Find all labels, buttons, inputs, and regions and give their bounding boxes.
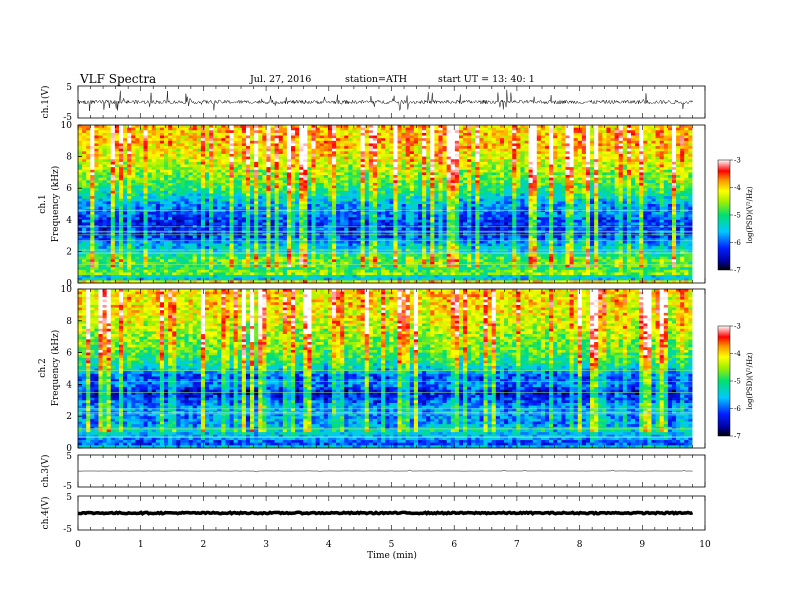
- ch2-spec-ytick: 8: [66, 317, 72, 327]
- ch3-ylabel: ch.3(V): [40, 455, 51, 488]
- ch1-spectrogram-image: [78, 125, 705, 284]
- ch4-waveform-trace: [77, 510, 694, 516]
- ch4-ytick-top: 5: [66, 493, 72, 503]
- ch2-colorbar-tick: -6: [734, 405, 741, 413]
- ch2-colorbar-tick: -5: [734, 378, 741, 386]
- ch1-colorbar-gradient: [717, 159, 731, 271]
- ch2-colorbar: -3 -4 -5 -6 -7 log(PSD)(V²/Hz): [717, 323, 754, 441]
- ch3-ytick-top: 5: [66, 452, 72, 462]
- ch1-spec-ylabel-line2: Frequency (kHz): [50, 166, 61, 243]
- ch4-ytick-bottom: -5: [63, 525, 72, 535]
- ch1-waveform-panel: 5 -5 ch.1(V): [40, 83, 706, 123]
- ch1-spec-ytick: 4: [66, 216, 72, 226]
- ch1-colorbar-tick: -4: [734, 184, 741, 192]
- ch1-colorbar-label: log(PSD)(V²/Hz): [746, 186, 754, 243]
- ch3-waveform-panel: 5 -5 ch.3(V): [40, 452, 706, 492]
- ch1-spectrogram-panel: 0 2 4 6 8 10 ch.1 Frequency (kHz): [38, 121, 706, 289]
- time-ticks: [77, 86, 706, 530]
- start-time-label: start UT = 13: 40: 1: [438, 74, 535, 85]
- ch2-colorbar-tick: -7: [734, 433, 741, 441]
- ch2-spec-ytick: 0: [66, 444, 72, 454]
- ch1-spec-ytick: 8: [66, 153, 72, 163]
- ch3-waveform-trace: [77, 469, 693, 473]
- x-tick-labels: 0 1 2 3 4 5 6 7 8 9 10: [75, 540, 711, 550]
- x-tick-label: 0: [75, 540, 81, 550]
- ch2-spec-ylabel-line1: ch.2: [38, 358, 48, 377]
- x-axis-label: Time (min): [367, 550, 417, 561]
- ch1-spec-ytick: 10: [61, 121, 73, 131]
- ch1-spec-ylabel-line1: ch.1: [38, 194, 48, 213]
- ch2-spectrogram-panel: 0 2 4 6 8 10 ch.2 Frequency (kHz): [38, 285, 706, 454]
- ch1-colorbar-tick: -7: [734, 267, 741, 275]
- station-label: station=ATH: [345, 74, 407, 85]
- ch3-ytick-bottom: -5: [63, 482, 72, 492]
- ch1-colorbar-tick: -6: [734, 239, 741, 247]
- ch1-colorbar-tick: -3: [734, 157, 741, 165]
- x-tick-label: 5: [389, 540, 395, 550]
- ch4-ylabel: ch.4(V): [40, 497, 51, 530]
- ch2-colorbar-tick: -4: [734, 350, 741, 358]
- ch2-spectrogram-image: [78, 289, 705, 449]
- ch2-spec-ytick: 4: [66, 380, 72, 390]
- ch1-spec-ytick: 2: [66, 247, 72, 257]
- ch2-spec-ytick: 10: [61, 285, 73, 295]
- x-tick-label: 7: [514, 540, 520, 550]
- x-tick-label: 8: [577, 540, 583, 550]
- ch2-colorbar-tick: -3: [734, 323, 741, 331]
- ch1-ytick-bottom: -5: [63, 113, 72, 123]
- ch4-waveform-panel: 5 -5 ch.4(V): [40, 493, 706, 535]
- x-tick-label: 2: [201, 540, 207, 550]
- ch2-colorbar-gradient: [717, 325, 731, 437]
- x-tick-label: 9: [639, 540, 645, 550]
- x-tick-label: 6: [451, 540, 457, 550]
- ch2-spec-ylabel-line2: Frequency (kHz): [50, 330, 61, 407]
- x-tick-label: 3: [263, 540, 269, 550]
- ch1-waveform-trace: [77, 89, 693, 112]
- ch2-colorbar-label: log(PSD)(V²/Hz): [746, 352, 754, 409]
- x-tick-label: 4: [326, 540, 332, 550]
- ch1-ylabel: ch.1(V): [40, 86, 51, 119]
- x-tick-label: 10: [699, 540, 711, 550]
- ch2-spec-ytick: 6: [66, 349, 72, 359]
- ch1-colorbar: -3 -4 -5 -6 -7 log(PSD)(V²/Hz): [717, 157, 754, 275]
- ch1-spec-ytick: 0: [66, 279, 72, 289]
- figure-title: VLF Spectra: [79, 72, 156, 86]
- ch1-spec-ytick: 6: [66, 184, 72, 194]
- ch1-colorbar-tick: -5: [734, 212, 741, 220]
- date-label: Jul. 27, 2016: [249, 74, 311, 85]
- x-tick-label: 1: [138, 540, 144, 550]
- ch2-spec-ytick: 2: [66, 412, 72, 422]
- ch1-ytick-top: 5: [66, 83, 72, 93]
